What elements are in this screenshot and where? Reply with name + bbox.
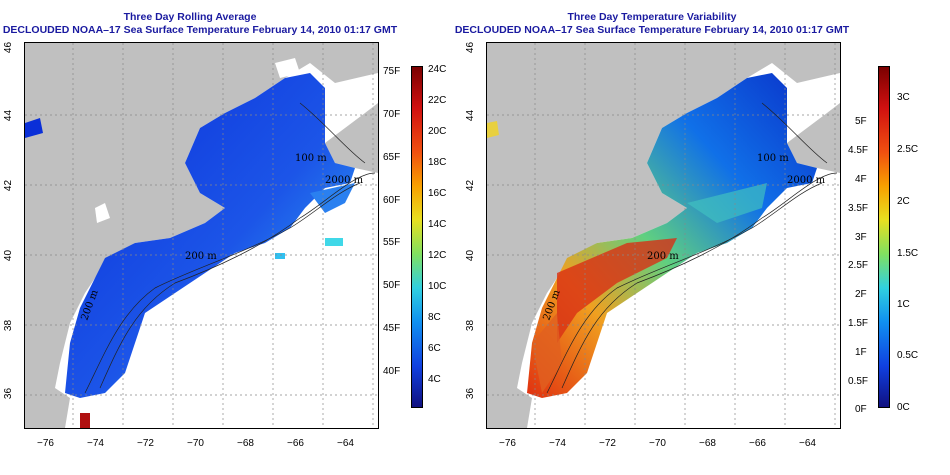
left-land — [25, 43, 378, 428]
right-xtick: −66 — [749, 438, 766, 449]
right-cb-c: 0.5C — [897, 350, 919, 361]
left-xtick: −76 — [37, 438, 54, 449]
left-xtick: −74 — [87, 438, 104, 449]
left-cb-f: 70F — [383, 109, 401, 120]
right-cb-f: 2F — [855, 289, 867, 300]
right-land — [487, 43, 840, 428]
right-cb-c: 2.5C — [897, 144, 919, 155]
left-cb-f: 40F — [383, 366, 401, 377]
right-ytick: 38 — [465, 319, 477, 332]
right-xtick: −74 — [549, 438, 566, 449]
right-contour-label-0: 200 m — [647, 251, 679, 262]
left-xtick: −70 — [187, 438, 204, 449]
right-ytick: 44 — [465, 109, 477, 122]
right-cb-c: 2C — [897, 196, 910, 207]
left-cb-c: 18C — [428, 157, 447, 168]
left-cb-c: 16C — [428, 188, 447, 199]
left-nova-scotia — [325, 103, 378, 173]
right-ytick: 46 — [465, 41, 477, 54]
left-cb-f: 65F — [383, 152, 401, 163]
right-cb-c: 3C — [897, 92, 910, 103]
left-cb-c: 10C — [428, 281, 447, 292]
left-contour-label-2: 100 m — [295, 153, 327, 164]
right-cb-f: 4.5F — [848, 145, 869, 156]
left-ytick: 42 — [3, 179, 15, 192]
left-ytick: 44 — [3, 109, 15, 122]
left-cb-c: 20C — [428, 126, 447, 137]
left-cb-c: 12C — [428, 250, 447, 261]
left-ytick: 36 — [3, 387, 15, 400]
right-cb-f: 1F — [855, 347, 867, 358]
right-map-canvas: 200 m 2000 m 100 m 200 m — [487, 43, 840, 428]
right-cb-c: 1.5C — [897, 248, 919, 259]
right-title-line2: DECLOUDED NOAA–17 Sea Surface Temperatur… — [454, 24, 850, 36]
right-xtick: −70 — [649, 438, 666, 449]
right-cb-f: 3F — [855, 232, 867, 243]
left-cb-f: 60F — [383, 195, 401, 206]
right-map: 200 m 2000 m 100 m 200 m — [486, 42, 841, 429]
left-ytick: 46 — [3, 41, 15, 54]
left-xtick: −66 — [287, 438, 304, 449]
right-colorbar — [878, 66, 890, 408]
left-cb-f: 45F — [383, 323, 401, 334]
right-ytick: 36 — [465, 387, 477, 400]
left-xtick: −68 — [237, 438, 254, 449]
right-ytick: 42 — [465, 179, 477, 192]
left-map: 200 m 2000 m 100 m 200 m — [24, 42, 379, 429]
right-cb-f: 0.5F — [848, 376, 869, 387]
left-contour-label-1: 2000 m — [325, 175, 364, 186]
left-ytick: 40 — [3, 249, 15, 262]
left-contour-label-0: 200 m — [185, 251, 217, 262]
right-cb-c: 1C — [897, 299, 910, 310]
left-cb-c: 14C — [428, 219, 447, 230]
left-cb-c: 22C — [428, 95, 447, 106]
left-title-line1: Three Day Rolling Average — [123, 11, 257, 23]
right-cb-f: 2.5F — [848, 260, 869, 271]
right-cb-f: 4F — [855, 174, 867, 185]
left-cb-c: 6C — [428, 343, 441, 354]
left-ytick: 38 — [3, 319, 15, 332]
right-xtick: −64 — [799, 438, 816, 449]
right-contour-label-2: 100 m — [757, 153, 789, 164]
right-cb-f: 3.5F — [848, 203, 869, 214]
left-cb-f: 50F — [383, 280, 401, 291]
right-xtick: −68 — [699, 438, 716, 449]
right-xtick: −76 — [499, 438, 516, 449]
left-cb-c: 4C — [428, 374, 441, 385]
left-cb-f: 75F — [383, 66, 401, 77]
right-title-line1: Three Day Temperature Variability — [567, 11, 737, 23]
left-xtick: −72 — [137, 438, 154, 449]
right-xtick: −72 — [599, 438, 616, 449]
left-xtick: −64 — [337, 438, 354, 449]
left-map-canvas: 200 m 2000 m 100 m 200 m — [25, 43, 378, 428]
right-cb-c: 0C — [897, 402, 910, 413]
left-colorbar — [411, 66, 423, 408]
left-cb-f: 55F — [383, 237, 401, 248]
right-cb-f: 1.5F — [848, 318, 869, 329]
right-cb-f: 5F — [855, 116, 867, 127]
right-ytick: 40 — [465, 249, 477, 262]
right-cb-f: 0F — [855, 404, 867, 415]
left-title-line2: DECLOUDED NOAA–17 Sea Surface Temperatur… — [2, 24, 398, 36]
right-contour-label-1: 2000 m — [787, 175, 826, 186]
left-cb-c: 24C — [428, 64, 447, 75]
left-cb-c: 8C — [428, 312, 441, 323]
